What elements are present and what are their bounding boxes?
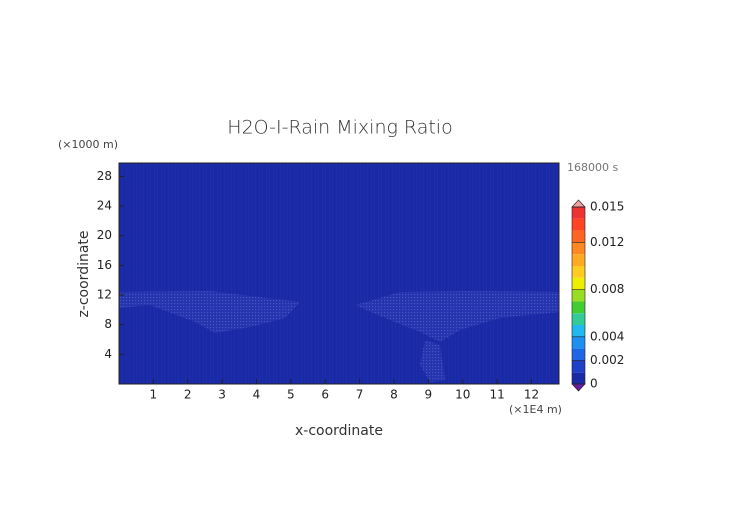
x-tick-label: 9 <box>425 388 433 402</box>
x-tick-label: 4 <box>253 388 261 402</box>
colorbar-band <box>572 242 585 255</box>
x-unit: (×1E4 m) <box>509 403 562 416</box>
colorbar-tick-label: 0.008 <box>590 282 624 296</box>
colorbar-tick-label: 0 <box>590 377 598 391</box>
chart-title: H2O-I-Rain Mixing Ratio <box>227 117 452 139</box>
time-label: 168000 s <box>567 161 618 174</box>
colorbar-tick-label: 0.002 <box>590 353 624 367</box>
x-tick-label: 7 <box>356 388 364 402</box>
colorbar-band <box>572 313 585 325</box>
y-tick-label: 24 <box>97 199 112 213</box>
x-tick-label: 3 <box>218 388 226 402</box>
colorbar: 0 0.002 0.004 0.008 0.012 0.015 <box>571 199 624 392</box>
colorbar-band <box>572 289 585 302</box>
x-tick-label: 11 <box>489 388 504 402</box>
colorbar-band <box>572 266 585 278</box>
cloud-patch <box>119 291 300 333</box>
y-unit: (×1000 m) <box>58 138 118 151</box>
y-axis-label: z-coordinate <box>76 230 92 317</box>
colorbar-band <box>572 372 585 384</box>
colorbar-tick-label: 0.015 <box>590 200 624 214</box>
colorbar-band <box>572 360 585 373</box>
colorbar-band <box>572 336 585 349</box>
colorbar-band <box>572 301 585 314</box>
y-tick-label: 8 <box>104 317 112 331</box>
field-grid <box>119 163 559 384</box>
colorbar-band <box>572 254 585 266</box>
colorbar-band <box>572 277 585 290</box>
y-tick-label: 16 <box>97 258 112 272</box>
colorbar-tick-label: 0.012 <box>590 235 624 249</box>
colorbar-band <box>572 348 585 361</box>
colorbar-under <box>571 383 586 392</box>
x-axis-label: x-coordinate <box>295 423 383 439</box>
y-tick-label: 12 <box>97 288 112 302</box>
colorbar-band <box>572 218 585 231</box>
x-tick-label: 5 <box>287 388 295 402</box>
x-tick-label: 12 <box>524 388 539 402</box>
cloud-patch <box>420 340 445 382</box>
y-tick-label: 20 <box>97 228 112 242</box>
x-tick-label: 10 <box>455 388 470 402</box>
colorbar-band <box>572 230 585 243</box>
field <box>119 163 559 384</box>
x-tick-label: 8 <box>390 388 398 402</box>
x-tick-label: 2 <box>184 388 192 402</box>
y-tick-label: 4 <box>104 347 112 361</box>
colorbar-band <box>572 325 585 337</box>
colorbar-band <box>572 207 585 219</box>
colorbar-over <box>571 199 586 208</box>
colorbar-tick-label: 0.004 <box>590 329 624 343</box>
plot-frame <box>118 162 560 385</box>
x-tick-label: 6 <box>321 388 329 402</box>
x-tick-label: 1 <box>150 388 158 402</box>
y-tick-label: 28 <box>97 169 112 183</box>
cloud-patch <box>355 291 559 342</box>
